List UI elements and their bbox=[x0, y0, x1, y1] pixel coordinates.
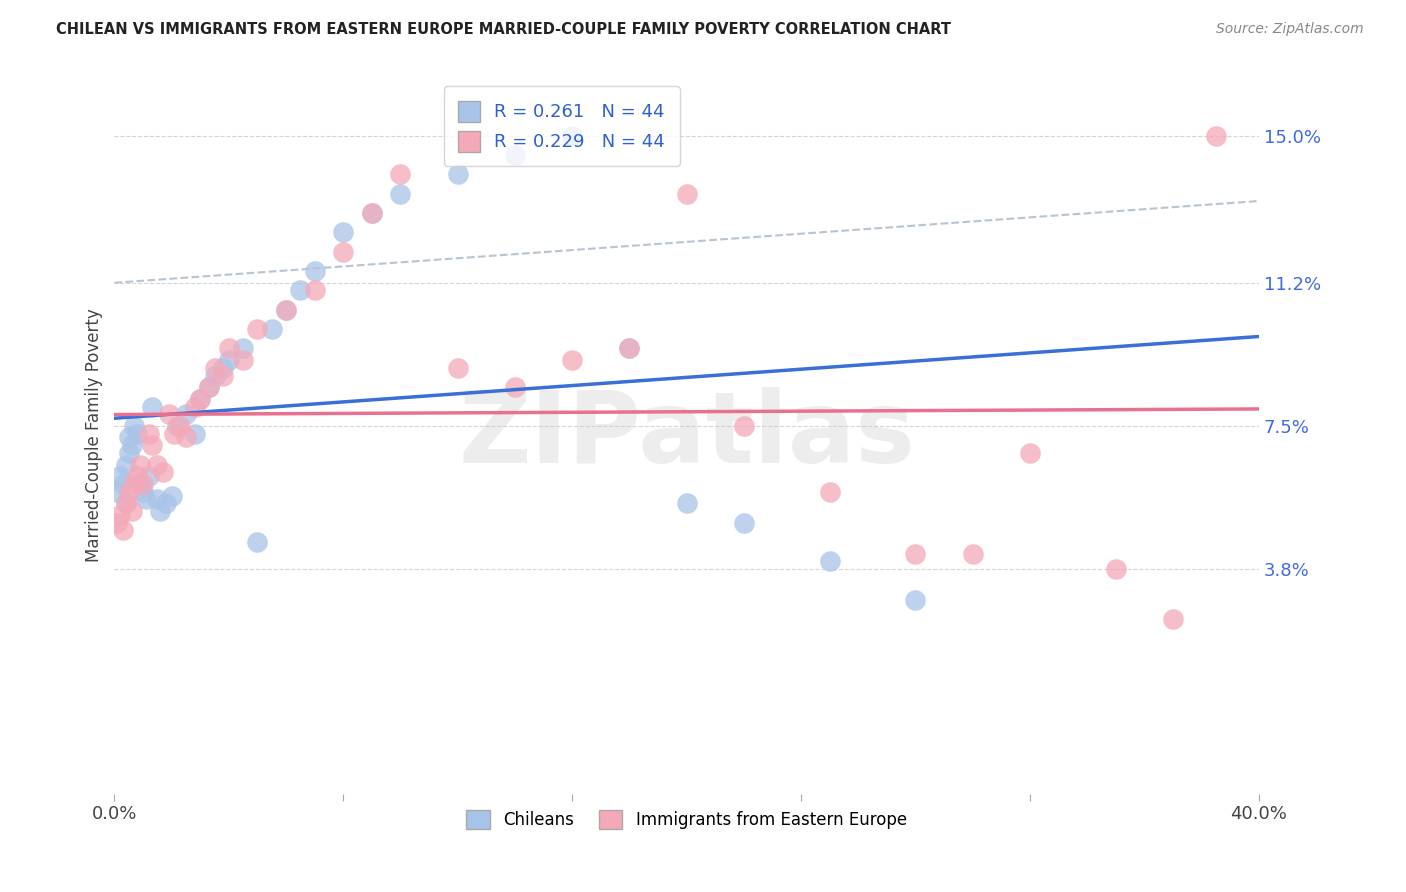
Point bbox=[232, 353, 254, 368]
Point bbox=[174, 430, 197, 444]
Point bbox=[675, 496, 697, 510]
Point bbox=[218, 353, 240, 368]
Point bbox=[188, 392, 211, 406]
Point bbox=[146, 492, 169, 507]
Point bbox=[155, 496, 177, 510]
Point bbox=[204, 368, 226, 383]
Point bbox=[733, 516, 755, 530]
Point bbox=[1205, 128, 1227, 143]
Point bbox=[290, 284, 312, 298]
Point bbox=[332, 244, 354, 259]
Point bbox=[124, 477, 146, 491]
Point bbox=[818, 554, 841, 568]
Point bbox=[503, 380, 526, 394]
Point bbox=[619, 342, 641, 356]
Point bbox=[212, 360, 235, 375]
Point bbox=[904, 593, 927, 607]
Point bbox=[389, 167, 412, 181]
Point bbox=[118, 446, 141, 460]
Point bbox=[1018, 446, 1040, 460]
Point bbox=[332, 225, 354, 239]
Point bbox=[218, 342, 240, 356]
Point bbox=[129, 477, 152, 491]
Point bbox=[447, 167, 470, 181]
Legend: R = 0.261   N = 44, R = 0.229   N = 44: R = 0.261 N = 44, R = 0.229 N = 44 bbox=[444, 87, 679, 166]
Point bbox=[118, 430, 141, 444]
Point bbox=[105, 516, 128, 530]
Point bbox=[389, 186, 412, 201]
Point bbox=[146, 458, 169, 472]
Point bbox=[246, 322, 269, 336]
Point bbox=[198, 380, 221, 394]
Point bbox=[818, 484, 841, 499]
Point bbox=[503, 148, 526, 162]
Point bbox=[115, 496, 138, 510]
Point bbox=[166, 418, 188, 433]
Point bbox=[962, 547, 984, 561]
Point bbox=[212, 368, 235, 383]
Point bbox=[447, 360, 470, 375]
Point bbox=[160, 489, 183, 503]
Point bbox=[129, 458, 152, 472]
Point bbox=[163, 426, 186, 441]
Point bbox=[124, 418, 146, 433]
Point bbox=[132, 477, 155, 491]
Point bbox=[174, 407, 197, 421]
Text: ZIPatlas: ZIPatlas bbox=[458, 387, 915, 484]
Point bbox=[138, 426, 160, 441]
Point bbox=[232, 342, 254, 356]
Point bbox=[127, 469, 149, 483]
Point bbox=[108, 508, 131, 522]
Point bbox=[360, 206, 382, 220]
Point bbox=[127, 426, 149, 441]
Point bbox=[111, 477, 134, 491]
Point bbox=[274, 302, 297, 317]
Point bbox=[198, 380, 221, 394]
Point bbox=[108, 469, 131, 483]
Point bbox=[188, 392, 211, 406]
Point bbox=[115, 496, 138, 510]
Point bbox=[675, 186, 697, 201]
Point bbox=[111, 524, 134, 538]
Point bbox=[149, 504, 172, 518]
Point bbox=[304, 264, 326, 278]
Point bbox=[169, 418, 191, 433]
Point bbox=[246, 535, 269, 549]
Point bbox=[132, 484, 155, 499]
Text: CHILEAN VS IMMIGRANTS FROM EASTERN EUROPE MARRIED-COUPLE FAMILY POVERTY CORRELAT: CHILEAN VS IMMIGRANTS FROM EASTERN EUROP… bbox=[56, 22, 952, 37]
Point bbox=[904, 547, 927, 561]
Point bbox=[152, 466, 174, 480]
Point bbox=[1105, 562, 1128, 576]
Text: Source: ZipAtlas.com: Source: ZipAtlas.com bbox=[1216, 22, 1364, 37]
Point bbox=[157, 407, 180, 421]
Point bbox=[1161, 612, 1184, 626]
Point bbox=[561, 128, 583, 143]
Point bbox=[274, 302, 297, 317]
Point bbox=[183, 426, 205, 441]
Point bbox=[121, 504, 143, 518]
Point bbox=[360, 206, 382, 220]
Point bbox=[118, 484, 141, 499]
Point bbox=[561, 353, 583, 368]
Point bbox=[115, 458, 138, 472]
Point bbox=[204, 360, 226, 375]
Point bbox=[141, 400, 163, 414]
Y-axis label: Married-Couple Family Poverty: Married-Couple Family Poverty bbox=[86, 309, 103, 563]
Point bbox=[183, 400, 205, 414]
Point bbox=[733, 418, 755, 433]
Point bbox=[138, 469, 160, 483]
Point bbox=[619, 342, 641, 356]
Point bbox=[304, 284, 326, 298]
Point bbox=[105, 484, 128, 499]
Point bbox=[121, 438, 143, 452]
Point bbox=[260, 322, 283, 336]
Point bbox=[135, 492, 157, 507]
Point bbox=[141, 438, 163, 452]
